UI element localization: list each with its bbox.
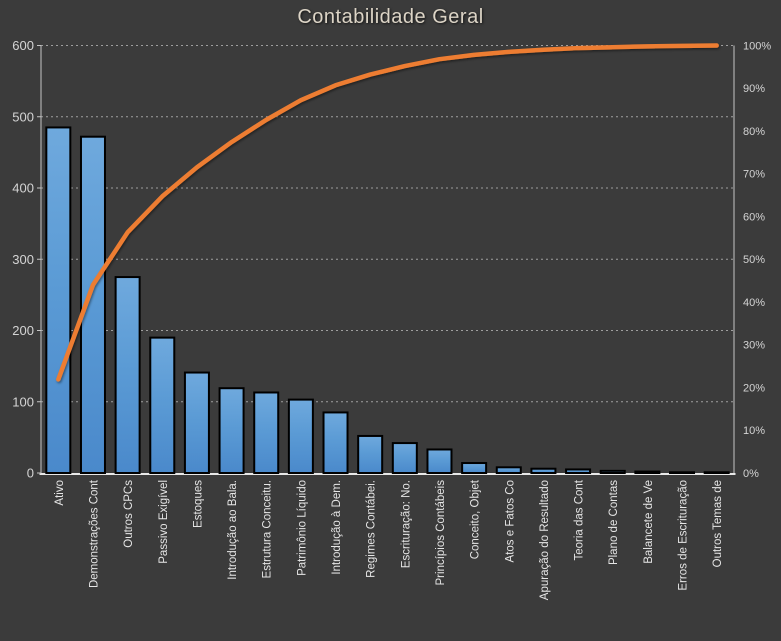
category-label: Erros de Escrituração: [678, 480, 690, 591]
bar[interactable]: [391, 442, 418, 475]
category-label: Introdução ao Bala.: [227, 480, 239, 580]
category-label: Plano de Contas: [608, 480, 620, 565]
category-label: Introdução à Dem.: [331, 480, 343, 575]
bar[interactable]: [322, 411, 349, 474]
bar[interactable]: [183, 371, 210, 475]
right-axis-label: 90%: [743, 83, 765, 95]
bar[interactable]: [495, 466, 522, 474]
right-axis-label: 20%: [743, 382, 765, 394]
left-axis-label: 300: [12, 252, 34, 267]
bar[interactable]: [114, 276, 141, 474]
right-axis-label: 30%: [743, 340, 765, 352]
left-axis-label: 0: [27, 466, 34, 481]
category-label: Ativo: [54, 480, 66, 506]
right-axis-label: 50%: [743, 254, 765, 266]
category-label: Estoques: [192, 480, 204, 528]
bar[interactable]: [287, 398, 314, 474]
category-label: Patrimônio Líquido: [296, 480, 308, 576]
category-label: Outros CPCs: [123, 480, 135, 548]
category-label: Estrutura Conceitu.: [262, 480, 274, 578]
left-axis-label: 200: [12, 323, 34, 338]
category-label: Regimes Contábei.: [366, 480, 378, 578]
bar[interactable]: [530, 467, 557, 475]
category-label: Apuração do Resultado: [539, 480, 551, 600]
bar[interactable]: [703, 471, 730, 475]
category-label: Teoria das Cont: [574, 479, 586, 560]
right-axis-label: 70%: [743, 169, 765, 181]
bar[interactable]: [218, 387, 245, 474]
bar[interactable]: [253, 391, 280, 474]
right-axis-label: 80%: [743, 126, 765, 138]
right-axis-label: 0%: [743, 468, 759, 480]
right-axis-label: 60%: [743, 211, 765, 223]
category-label: Atos e Fatos Co: [504, 480, 516, 562]
bar[interactable]: [45, 126, 72, 474]
left-axis-label: 500: [12, 109, 34, 124]
left-axis-label: 100: [12, 394, 34, 409]
bar[interactable]: [149, 336, 176, 474]
bar[interactable]: [357, 434, 384, 475]
category-label: Passivo Exigível: [158, 480, 170, 564]
category-label: Balancete de Ve: [643, 480, 655, 564]
right-axis-label: 40%: [743, 297, 765, 309]
bar[interactable]: [634, 470, 661, 475]
category-label: Conceito, Objet: [470, 479, 482, 559]
bar[interactable]: [599, 469, 626, 474]
right-axis-label: 100%: [743, 40, 771, 52]
bar[interactable]: [669, 471, 696, 475]
left-axis-label: 600: [12, 38, 34, 53]
category-label: Escrituração: No.: [400, 480, 412, 568]
bar[interactable]: [426, 448, 453, 474]
category-label: Outros Temas de: [712, 480, 724, 567]
bar[interactable]: [565, 468, 592, 474]
category-label: Demonstrações Cont: [88, 479, 100, 588]
bar[interactable]: [461, 462, 488, 474]
cumulative-line[interactable]: [56, 43, 719, 382]
left-axis-label: 400: [12, 181, 34, 196]
right-axis-label: 10%: [743, 425, 765, 437]
chart-title: Contabilidade Geral: [297, 6, 484, 28]
category-label: Princípios Contábeis: [435, 480, 447, 586]
